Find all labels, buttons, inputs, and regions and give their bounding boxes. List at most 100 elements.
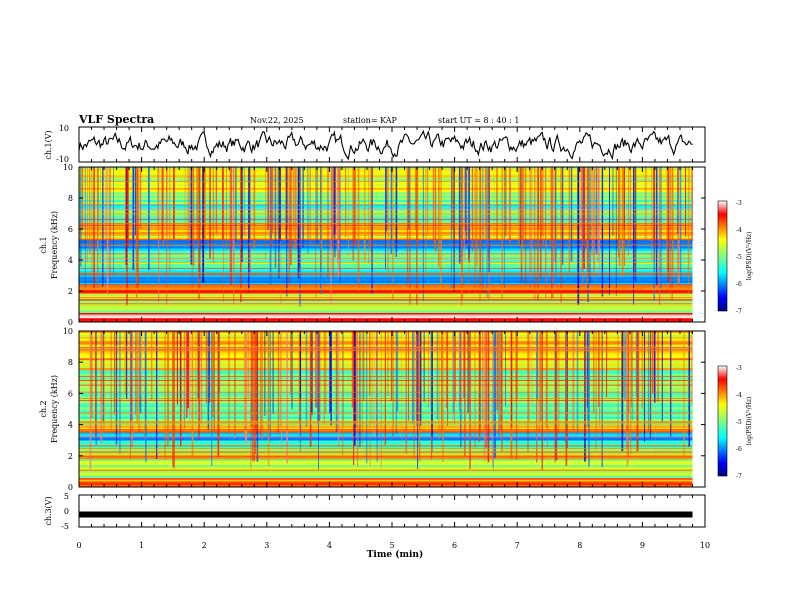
xtick-label: 1	[139, 541, 144, 550]
spectrogram-band-row	[79, 318, 693, 321]
spectrogram-streak	[217, 331, 220, 457]
ch1-colorbar-tick-m7: -7	[736, 308, 742, 315]
spectrogram-streak	[156, 331, 158, 459]
spectrogram-streak	[209, 167, 211, 259]
spectrogram-streak	[450, 167, 452, 290]
spectrogram-streak	[309, 167, 311, 243]
ch1-colorbar-tick-m3: -3	[736, 200, 742, 207]
xtick-label: 2	[202, 541, 207, 550]
spectrogram-band-row	[79, 284, 693, 288]
spectrogram-streak	[256, 331, 258, 429]
spectrogram-streak	[89, 167, 91, 254]
spectrogram-tone-line	[79, 297, 693, 299]
spectrogram-streak	[416, 167, 418, 305]
spectrogram-streak	[186, 331, 188, 418]
ch1-spectrogram-panel: 0 2 4 6 8 10 ch.1 Frequency (kHz)	[39, 163, 706, 327]
ch2-colorbar-gradient	[717, 365, 728, 477]
spectrogram-streak	[191, 331, 194, 460]
spectrogram-streak	[267, 167, 269, 231]
spectrogram-streak	[482, 167, 484, 292]
spectrogram-streak	[97, 167, 99, 290]
spectrogram-streak	[309, 331, 312, 447]
spectrogram-tone-line	[79, 485, 693, 487]
spectrogram-streak	[522, 167, 524, 241]
spectrogram-streak	[468, 167, 470, 255]
ch3-ytick-top: 5	[64, 492, 69, 501]
spectrogram-streak	[196, 167, 198, 242]
ch1-colorbar-label: log(PSD)(V²/Hz)	[746, 232, 753, 281]
spectrogram-streak	[320, 167, 322, 295]
spectrogram-band-row	[79, 475, 693, 478]
spectrogram-streak	[354, 331, 357, 428]
spectrogram-streak	[330, 167, 332, 306]
spectrogram-streak	[580, 167, 582, 237]
spectrogram-streak	[623, 167, 625, 230]
ch3-ytick-mid: 0	[64, 507, 69, 516]
spectrogram-streak	[79, 167, 82, 267]
spectrogram-streak	[90, 331, 93, 419]
spectrogram-streak	[334, 167, 336, 258]
spectrogram-streak	[669, 167, 671, 292]
spectrogram-streak	[454, 331, 456, 400]
spectrogram-band-row	[79, 281, 693, 284]
spectrogram-streak	[484, 167, 487, 240]
spectrogram-streak	[478, 331, 481, 442]
spectrogram-streak	[554, 167, 556, 263]
spectrogram-streak	[631, 331, 632, 402]
spectrogram-streak	[215, 167, 218, 235]
spectrogram-streak	[232, 167, 235, 267]
ch2-colorbar-tick-m7: -7	[736, 473, 742, 480]
spectrogram-band-row	[79, 306, 693, 309]
spectrogram-streak	[336, 331, 338, 413]
spectrogram-streak	[458, 331, 461, 411]
spectrogram-streak	[687, 167, 690, 293]
spectrogram-streak	[252, 331, 254, 462]
ytick-label: 4	[68, 421, 73, 430]
spectrogram-streak	[285, 167, 287, 239]
spectrogram-streak	[431, 331, 433, 438]
spectrogram-streak	[187, 167, 189, 245]
ch3-ytick-bottom: -5	[61, 522, 69, 531]
spectrogram-streak	[244, 331, 246, 438]
figure-date: Nov.22, 2025	[250, 116, 304, 125]
spectrogram-streak	[666, 167, 668, 277]
spectrogram-streak	[428, 331, 429, 408]
spectrogram-streak	[151, 331, 153, 401]
spectrogram-tone-line	[79, 436, 693, 438]
spectrogram-streak	[124, 167, 126, 266]
ytick-label: 6	[68, 225, 73, 234]
spectrogram-streak	[509, 167, 511, 243]
spectrogram-streak	[229, 167, 232, 282]
spectrogram-streak	[354, 167, 356, 245]
spectrogram-streak	[279, 331, 281, 426]
spectrogram-tone-line	[79, 479, 693, 480]
spectrogram-streak	[606, 331, 608, 398]
spectrogram-streak	[209, 331, 211, 403]
spectrogram-streak	[465, 167, 468, 246]
spectrogram-tone-line	[79, 288, 693, 290]
spectrogram-tone-line	[79, 346, 693, 348]
spectrogram-streak	[418, 331, 420, 420]
spectrogram-streak	[599, 331, 600, 426]
spectrogram-streak	[530, 167, 533, 275]
spectrogram-band-row	[79, 312, 693, 315]
spectrogram-streak	[628, 331, 630, 413]
spectrogram-streak	[555, 167, 557, 277]
spectrogram-streak	[656, 167, 658, 254]
spectrogram-tone-line	[79, 239, 693, 240]
spectrogram-streak	[126, 331, 128, 400]
spectrogram-streak	[135, 331, 137, 415]
spectrogram-streak	[618, 167, 621, 267]
spectrogram-streak	[447, 331, 449, 426]
ch1-colorbar-tick-m6: -6	[736, 281, 742, 288]
spectrogram-tone-line	[79, 468, 693, 470]
spectrogram-streak	[609, 167, 610, 296]
spectrogram-streak	[180, 331, 182, 447]
spectrogram-tone-line	[79, 261, 693, 263]
spectrogram-tone-line	[79, 348, 693, 350]
ch1-waveform-panel: 10 -10 ch.1(V)	[44, 124, 706, 164]
spectrogram-streak	[248, 167, 250, 291]
spectrogram-band-row	[79, 477, 693, 480]
spectrogram-streak	[516, 331, 518, 399]
spectrogram-streak	[218, 331, 221, 394]
